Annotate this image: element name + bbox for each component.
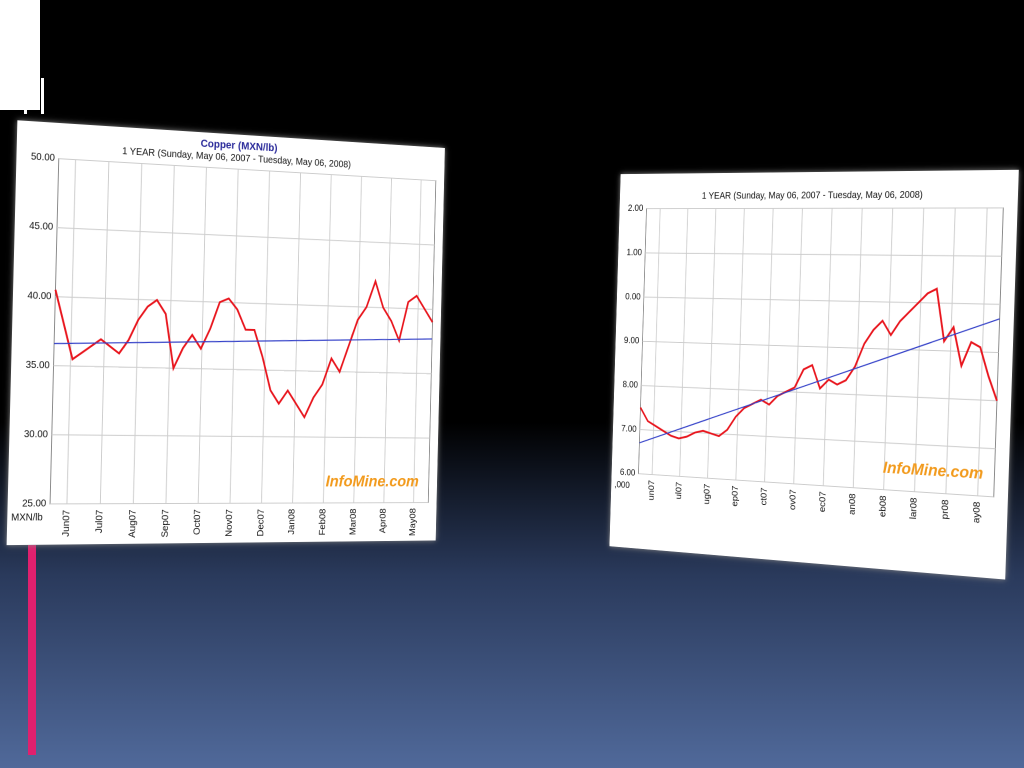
x-tick-label: ep07 [730, 485, 740, 506]
chart-panel: 1 YEAR (Sunday, May 06, 2007 - Tuesday, … [609, 170, 1018, 580]
chart-panel: Copper (MXN/lb) 1 YEAR (Sunday, May 06, 2… [7, 120, 445, 545]
x-tick-label: Feb08 [318, 508, 328, 535]
y-tick-label: 6.00 [620, 467, 636, 478]
x-tick-label: Jul07 [94, 510, 105, 534]
x-tick-label: ul07 [674, 482, 683, 500]
x-tick-label: lar08 [908, 497, 918, 519]
y-tick-label: 40.00 [27, 290, 52, 302]
x-tick-label: Apr08 [378, 508, 388, 533]
x-tick-label: Jun07 [61, 510, 72, 537]
y-axis-label: MXN/lb [11, 512, 43, 523]
x-tick-label: un07 [647, 480, 656, 501]
x-tick-label: eb08 [877, 495, 887, 517]
x-tick-label: May08 [408, 508, 418, 536]
y-tick-label: 2.00 [628, 203, 644, 213]
y-tick-label: 7.00 [621, 423, 637, 434]
x-tick-label: Aug07 [127, 509, 138, 537]
x-tick-label: Nov07 [224, 509, 235, 537]
x-tick-label: ov07 [788, 489, 798, 510]
watermark: InfoMine.com [326, 472, 420, 490]
y-tick-label: 25.00 [22, 498, 47, 509]
y-tick-label: 45.00 [29, 221, 54, 233]
x-tick-label: Mar08 [348, 508, 358, 535]
y-tick-label: 30.00 [24, 429, 49, 440]
x-tick-label: an08 [847, 493, 857, 515]
x-tick-label: ug07 [702, 483, 711, 504]
x-tick-label: ay08 [971, 501, 982, 523]
x-tick-label: Jan08 [287, 508, 297, 534]
x-tick-label: pr08 [940, 499, 951, 519]
y-tick-label: 35.00 [26, 360, 51, 372]
y-tick-label: 1.00 [626, 247, 642, 257]
y-axis-label: ,000 [614, 479, 630, 490]
title-marks [24, 78, 44, 114]
chart-subtitle: 1 YEAR (Sunday, May 06, 2007 - Tuesday, … [702, 189, 923, 200]
slide: Copper (MXN/lb) 1 YEAR (Sunday, May 06, 2… [0, 0, 1024, 768]
x-tick-label: Sep07 [160, 509, 171, 537]
accent-bar [28, 545, 36, 755]
x-tick-label: ct07 [759, 487, 769, 505]
y-tick-label: 0.00 [625, 291, 641, 301]
y-tick-label: 50.00 [31, 152, 56, 165]
y-tick-label: 8.00 [622, 379, 638, 389]
chart: Copper (MXN/lb)1 YEAR (Sunday, May 06, 2… [7, 120, 445, 545]
x-tick-label: Dec07 [256, 509, 267, 537]
chart: 1 YEAR (Sunday, May 06, 2007 - Tuesday, … [609, 170, 1018, 580]
plot-area [638, 208, 1003, 497]
x-tick-label: ec07 [817, 491, 827, 512]
x-tick-label: Oct07 [192, 509, 203, 535]
y-tick-label: 9.00 [624, 335, 640, 345]
